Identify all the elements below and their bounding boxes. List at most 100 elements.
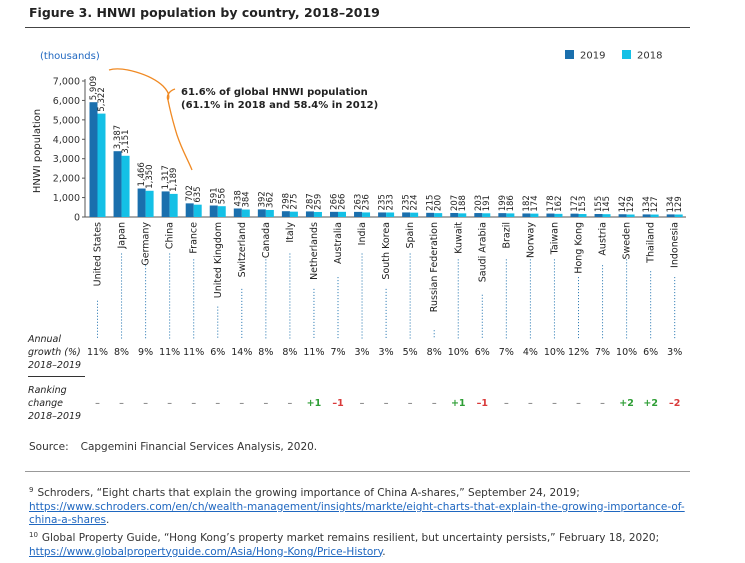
growth-value: 11% bbox=[183, 347, 204, 358]
footnote-9: 9 Schroders, “Eight charts that explain t… bbox=[29, 484, 699, 528]
bar-2019 bbox=[257, 209, 266, 217]
ranking-change-value: – bbox=[360, 398, 365, 409]
category-label: Hong Kong bbox=[574, 222, 585, 274]
legend-swatch-2019 bbox=[565, 50, 574, 59]
bar-2019 bbox=[474, 213, 483, 217]
category-label: Canada bbox=[261, 222, 272, 258]
ranking-row-label: Ranking change 2018–2019 bbox=[28, 384, 81, 423]
ranking-change-value: – bbox=[384, 398, 389, 409]
footnote-marker: 10 bbox=[29, 531, 38, 539]
bar-2019 bbox=[185, 203, 194, 217]
growth-value: 8% bbox=[427, 347, 442, 358]
annotation-brace bbox=[108, 68, 193, 171]
value-label-2018: 1,350 bbox=[145, 164, 155, 188]
value-label-2019: 182 bbox=[522, 195, 532, 211]
value-label-2019: 134 bbox=[642, 196, 652, 212]
y-axis-title: HNWI population bbox=[32, 109, 43, 193]
bar-2019 bbox=[570, 213, 579, 217]
footnote-marker: 9 bbox=[29, 486, 34, 494]
bar-2018 bbox=[265, 209, 274, 217]
ranking-change-value: – bbox=[552, 398, 557, 409]
value-label-2018: 1,189 bbox=[169, 168, 179, 192]
category-label: Italy bbox=[285, 222, 296, 243]
bar-2018 bbox=[458, 213, 467, 217]
footnote-link[interactable]: https://www.schroders.com/en/ch/wealth-m… bbox=[29, 500, 685, 527]
y-tick-label: 3,000 bbox=[53, 154, 80, 165]
value-label-2018: 233 bbox=[386, 194, 396, 210]
bar-2018 bbox=[578, 214, 587, 217]
ranking-change-value: – bbox=[600, 398, 605, 409]
growth-value: 12% bbox=[568, 347, 589, 358]
ranking-label-line: 2018–2019 bbox=[28, 411, 82, 422]
value-label-2019: 203 bbox=[474, 195, 484, 211]
growth-value: 14% bbox=[231, 347, 252, 358]
bar-2018 bbox=[145, 190, 154, 217]
ranking-change-value: +2 bbox=[643, 398, 658, 409]
bar-2018 bbox=[410, 212, 419, 217]
ranking-change-value: –1 bbox=[332, 398, 343, 409]
bar-2018 bbox=[217, 206, 226, 217]
ranking-change-value: –2 bbox=[669, 398, 680, 409]
growth-value: 7% bbox=[499, 347, 514, 358]
bar-2019 bbox=[618, 214, 627, 217]
y-tick-label: 7,000 bbox=[53, 77, 80, 88]
category-label: United Kingdom bbox=[213, 222, 224, 298]
bar-2019 bbox=[161, 191, 170, 217]
bar-2019 bbox=[233, 208, 242, 217]
category-label: Japan bbox=[117, 222, 128, 250]
ranking-change-value: – bbox=[95, 398, 100, 409]
footnote-text: Global Property Guide, “Hong Kong’s prop… bbox=[41, 532, 660, 544]
bar-2018 bbox=[241, 209, 250, 217]
bar-2019 bbox=[113, 151, 122, 217]
footnote-divider bbox=[25, 471, 690, 472]
value-label-2018: 236 bbox=[362, 194, 372, 210]
bar-2018 bbox=[434, 213, 443, 217]
category-label: Spain bbox=[405, 222, 416, 249]
value-label-2019: 235 bbox=[402, 194, 412, 210]
bar-2019 bbox=[354, 211, 363, 217]
category-label: Australia bbox=[333, 222, 344, 264]
value-label-2019: 298 bbox=[281, 193, 291, 209]
ranking-change-value: +1 bbox=[451, 398, 466, 409]
value-label-2018: 200 bbox=[434, 195, 444, 211]
growth-label-line: growth (%) bbox=[28, 347, 81, 358]
ranking-change-value: – bbox=[215, 398, 220, 409]
ranking-change-value: – bbox=[576, 398, 581, 409]
bar-2018 bbox=[362, 212, 371, 217]
bar-2018 bbox=[650, 214, 659, 217]
growth-value: 11% bbox=[159, 347, 180, 358]
bar-2018 bbox=[121, 155, 130, 217]
value-label-2019: 266 bbox=[330, 194, 340, 210]
growth-value: 6% bbox=[475, 347, 490, 358]
growth-value: 8% bbox=[258, 347, 273, 358]
title-divider bbox=[25, 27, 690, 28]
value-label-2018: 174 bbox=[530, 195, 540, 211]
value-label-2018: 266 bbox=[338, 194, 348, 210]
growth-label-line: Annual bbox=[28, 334, 62, 345]
value-label-2018: 153 bbox=[578, 196, 588, 212]
bar-2019 bbox=[498, 213, 507, 217]
growth-value: 4% bbox=[523, 347, 538, 358]
growth-value: 11% bbox=[303, 347, 324, 358]
growth-value: 3% bbox=[379, 347, 394, 358]
value-label-2019: 591 bbox=[209, 187, 219, 203]
y-tick-label: 5,000 bbox=[53, 115, 80, 126]
ranking-change-value: +1 bbox=[307, 398, 322, 409]
value-label-2019: 178 bbox=[546, 195, 556, 211]
bar-2019 bbox=[89, 102, 98, 217]
bar-2018 bbox=[530, 213, 539, 217]
growth-value: 7% bbox=[330, 347, 345, 358]
bar-2018 bbox=[602, 214, 611, 217]
growth-value: 9% bbox=[138, 347, 153, 358]
footnote-link[interactable]: https://www.globalpropertyguide.com/Asia… bbox=[29, 545, 383, 558]
bar-2019 bbox=[642, 214, 651, 217]
bar-2018 bbox=[313, 211, 322, 217]
bar-2018 bbox=[674, 214, 683, 217]
ranking-change-value: –1 bbox=[477, 398, 488, 409]
footnote-tail: . bbox=[106, 514, 110, 527]
ranking-label-line: change bbox=[28, 398, 63, 409]
value-label-2018: 162 bbox=[554, 196, 564, 212]
ranking-change-value: – bbox=[432, 398, 437, 409]
category-label: Taiwan bbox=[549, 222, 560, 255]
bar-2018 bbox=[169, 193, 178, 217]
